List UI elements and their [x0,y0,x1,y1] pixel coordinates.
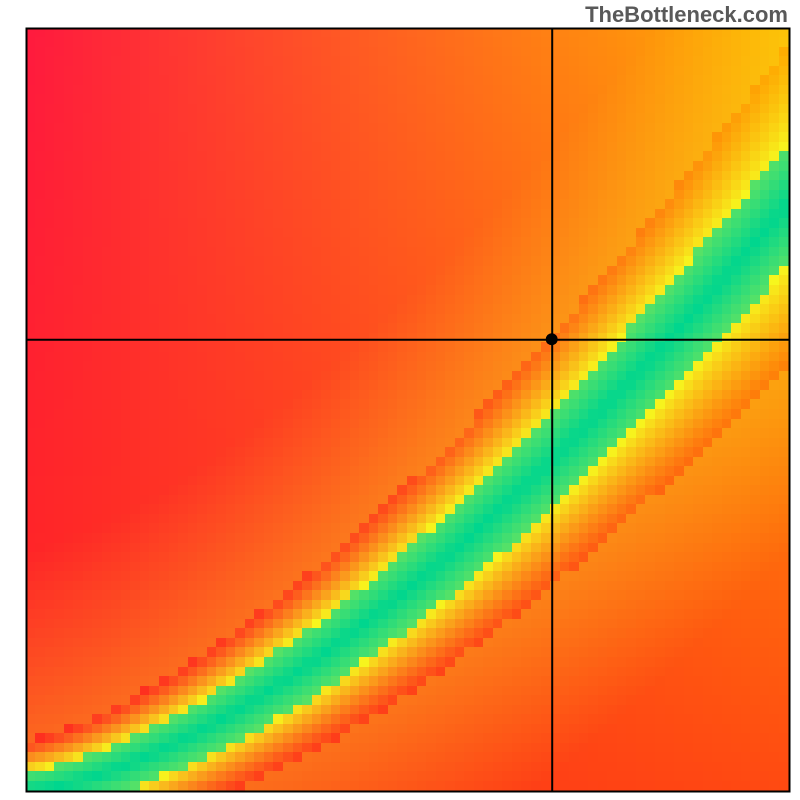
chart-container: TheBottleneck.com [0,0,800,800]
heatmap-canvas [0,0,800,800]
watermark-text: TheBottleneck.com [585,2,788,28]
